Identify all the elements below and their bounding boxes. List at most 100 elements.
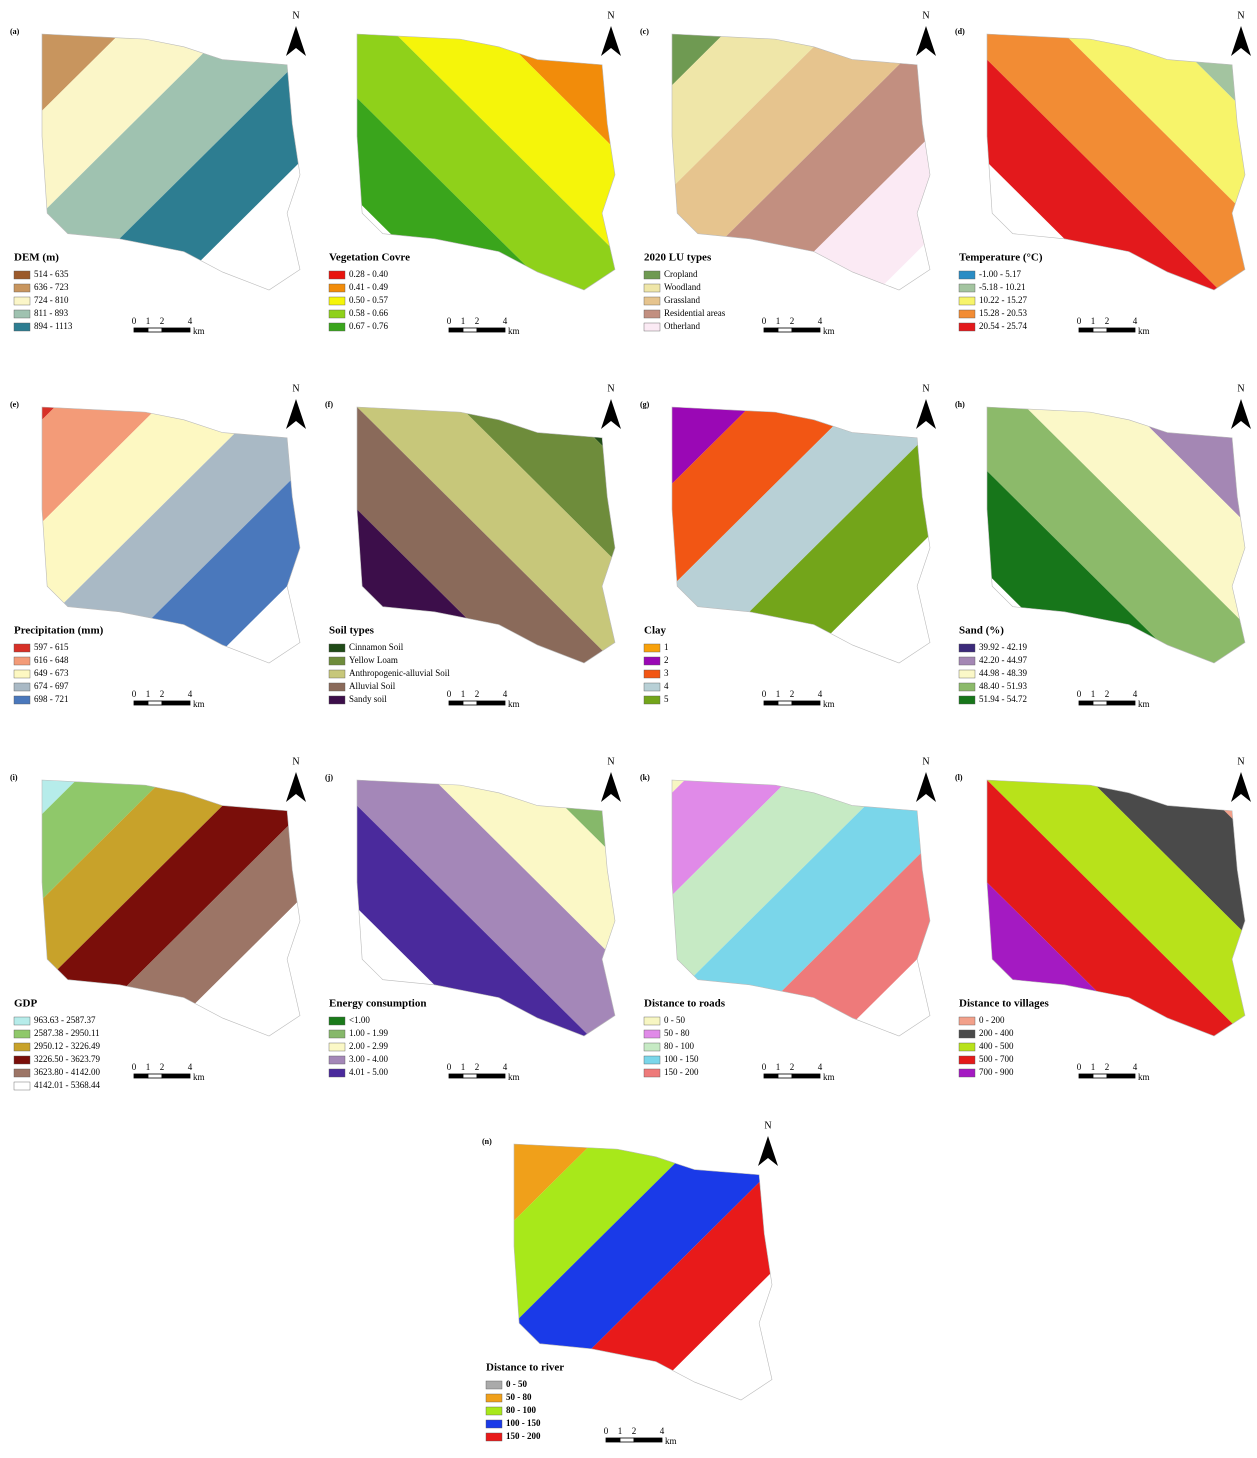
scale-segment xyxy=(1107,1074,1135,1078)
north-arrow xyxy=(286,399,306,429)
scale-segment xyxy=(1079,1074,1093,1078)
scale-tick: 2 xyxy=(475,316,480,326)
north-arrow xyxy=(916,399,936,429)
legend-label: 724 - 810 xyxy=(34,295,69,305)
legend-title: Distance to villages xyxy=(959,998,1050,1010)
legend-swatch xyxy=(644,644,660,652)
legend-swatch xyxy=(14,1069,30,1077)
legend-label: 4.01 - 5.00 xyxy=(349,1067,388,1077)
scale-segment xyxy=(1079,328,1093,332)
scale-segment xyxy=(463,701,477,705)
scale-segment xyxy=(134,1074,148,1078)
legend-label: 44.98 - 48.39 xyxy=(979,668,1027,678)
legend-label: 200 - 400 xyxy=(979,1028,1014,1038)
scale-tick: 1 xyxy=(461,1062,466,1072)
legend-label: 674 - 697 xyxy=(34,681,69,691)
map xyxy=(357,0,615,456)
scale-tick: 0 xyxy=(604,1426,609,1436)
legend-label: 811 - 893 xyxy=(34,308,69,318)
legend-label: 636 - 723 xyxy=(34,282,69,292)
scale-unit: km xyxy=(193,699,205,709)
scale-tick: 2 xyxy=(1105,1062,1110,1072)
legend-label: Alluvial Soil xyxy=(349,681,396,691)
legend-label: Woodland xyxy=(664,282,701,292)
legend-label: 100 - 150 xyxy=(506,1418,541,1428)
legend-label: 3.00 - 4.00 xyxy=(349,1054,388,1064)
scale-tick: 1 xyxy=(146,689,151,699)
scale-segment xyxy=(1079,701,1093,705)
legend-title: Temperature (°C) xyxy=(959,252,1043,264)
legend-label: <1.00 xyxy=(349,1015,370,1025)
scale-segment xyxy=(778,701,792,705)
scale-tick: 2 xyxy=(160,689,165,699)
scale-unit: km xyxy=(508,699,520,709)
north-label: N xyxy=(1237,10,1244,21)
scale-tick: 1 xyxy=(776,1062,781,1072)
north-arrow xyxy=(1231,26,1251,56)
legend-label: 0.50 - 0.57 xyxy=(349,295,388,305)
north-label: N xyxy=(764,1120,771,1131)
scale-tick: 2 xyxy=(475,1062,480,1072)
legend-label: 2587.38 - 2950.11 xyxy=(34,1028,100,1038)
scale-segment xyxy=(1093,701,1107,705)
legend-swatch xyxy=(14,271,30,279)
legend-label: 616 - 648 xyxy=(34,655,69,665)
scale-tick: 1 xyxy=(618,1426,623,1436)
legend-swatch xyxy=(14,1082,30,1090)
legend-title: Energy consumption xyxy=(329,998,427,1010)
legend-swatch xyxy=(959,683,975,691)
legend-label: 48.40 - 51.93 xyxy=(979,681,1027,691)
scale-segment xyxy=(477,701,505,705)
scale-segment xyxy=(148,1074,162,1078)
north-arrow xyxy=(286,26,306,56)
scale-tick: 1 xyxy=(1091,316,1096,326)
north-label: N xyxy=(1237,756,1244,767)
scale-segment xyxy=(449,328,463,332)
legend-swatch xyxy=(486,1433,502,1441)
legend-swatch xyxy=(329,271,345,279)
north-label: N xyxy=(292,10,299,21)
legend-label: 963.63 - 2587.37 xyxy=(34,1015,96,1025)
legend-label: 5 xyxy=(664,694,669,704)
legend-swatch xyxy=(959,1017,975,1025)
legend-swatch xyxy=(329,683,345,691)
legend-label: 514 - 635 xyxy=(34,269,69,279)
legend-swatch xyxy=(959,1030,975,1038)
scale-segment xyxy=(449,1074,463,1078)
legend-swatch xyxy=(644,1017,660,1025)
legend-label: 51.94 - 54.72 xyxy=(979,694,1027,704)
legend-swatch xyxy=(14,1030,30,1038)
legend-label: Yellow Loam xyxy=(349,655,398,665)
scale-segment xyxy=(148,328,162,332)
legend-label: 500 - 700 xyxy=(979,1054,1014,1064)
legend-swatch xyxy=(644,323,660,331)
scale-tick: 4 xyxy=(188,1062,193,1072)
legend-label: 0 - 50 xyxy=(664,1015,685,1025)
north-arrow xyxy=(758,1136,778,1166)
legend-label: 42.20 - 44.97 xyxy=(979,655,1027,665)
scale-segment xyxy=(634,1438,662,1442)
panel-label: (a) xyxy=(10,27,20,36)
scale-tick: 1 xyxy=(776,316,781,326)
legend-swatch xyxy=(329,297,345,305)
legend-label: 0.41 - 0.49 xyxy=(349,282,388,292)
north-arrow xyxy=(916,772,936,802)
scale-tick: 0 xyxy=(447,689,452,699)
legend-swatch xyxy=(14,683,30,691)
scale-tick: 4 xyxy=(1133,689,1138,699)
north-arrow xyxy=(601,772,621,802)
north-label: N xyxy=(292,383,299,394)
legend-label: 15.28 - 20.53 xyxy=(979,308,1027,318)
panel-label: (f) xyxy=(325,400,333,409)
scale-segment xyxy=(134,701,148,705)
legend-swatch xyxy=(14,297,30,305)
legend-label: 1.00 - 1.99 xyxy=(349,1028,388,1038)
legend-swatch xyxy=(329,1030,345,1038)
legend-label: 39.92 - 42.19 xyxy=(979,642,1027,652)
scale-tick: 2 xyxy=(790,1062,795,1072)
legend-label: 50 - 80 xyxy=(664,1028,690,1038)
scale-segment xyxy=(778,1074,792,1078)
scale-segment xyxy=(778,328,792,332)
panel-label: (l) xyxy=(955,773,963,782)
scale-tick: 2 xyxy=(790,689,795,699)
